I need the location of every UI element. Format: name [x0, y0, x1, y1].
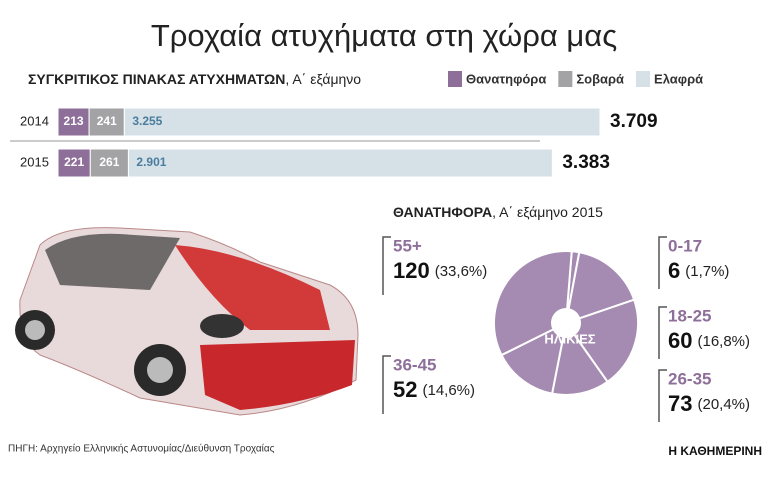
- percentage-label: (14,6%): [422, 382, 475, 399]
- callout-bracket: [382, 355, 391, 414]
- donut-title-main: ΘΑΝΑΤΗΦΟΡΑ: [393, 204, 492, 220]
- year-label: 2014: [20, 113, 49, 128]
- bar-segment: [88, 107, 125, 137]
- bar-segment: [57, 107, 90, 137]
- value-label: 60: [668, 328, 692, 353]
- value-line: 6 (1,7%): [668, 258, 729, 283]
- value-line: 73 (20,4%): [668, 391, 750, 416]
- callout-bracket: [658, 369, 667, 422]
- bar-title: ΣΥΓΚΡΙΤΙΚΟΣ ΠΙΝΑΚΑΣ ΑΤΥΧΗΜΑΤΩΝ, Α΄ εξάμη…: [28, 71, 361, 87]
- percentage-label: (33,6%): [435, 263, 488, 280]
- value-label: 52: [393, 377, 417, 402]
- bar-segment: [123, 107, 601, 137]
- value-line: 52 (14,6%): [393, 377, 475, 402]
- callout-bracket: [658, 306, 667, 359]
- main-title: Τροχαία ατυχήματα στη χώρα μας: [151, 18, 617, 53]
- value-line: 60 (16,8%): [668, 328, 750, 353]
- legend-swatch: [636, 71, 651, 87]
- donut-title: ΘΑΝΑΤΗΦΟΡΑ, Α΄ εξάμηνο 2015: [393, 204, 603, 220]
- age-label: 55+: [393, 236, 422, 255]
- legend-label: Ελαφρά: [654, 71, 703, 86]
- legend-swatch: [448, 71, 462, 87]
- segment-label: 2.901: [136, 155, 166, 169]
- segment-label: 221: [64, 155, 84, 169]
- legend-label: Θανατηφόρα: [466, 71, 546, 86]
- value-line: 120 (33,6%): [393, 258, 487, 283]
- age-label: 36-45: [393, 355, 436, 374]
- legend-label: Σοβαρά: [576, 71, 624, 86]
- donut-hole: [552, 309, 580, 337]
- bar-subtitle: , Α΄ εξάμηνο: [285, 71, 361, 87]
- segment-label: 3.255: [132, 114, 162, 128]
- percentage-label: (20,4%): [697, 396, 750, 413]
- percentage-label: (16,8%): [697, 333, 750, 350]
- bar-segment: [89, 148, 129, 178]
- donut-center-label: ΗΛΙΚΙΕΣ: [544, 331, 595, 346]
- total-label: 3.709: [610, 111, 658, 132]
- segment-label: 213: [64, 114, 84, 128]
- brand: Η ΚΑΘΗΜΕΡΙΝΗ: [668, 444, 762, 458]
- age-label: 26-35: [668, 369, 711, 388]
- callout-bracket: [382, 236, 391, 295]
- segment-label: 261: [99, 155, 119, 169]
- segment-label: 241: [97, 114, 117, 128]
- value-label: 6: [668, 258, 680, 283]
- bar-title-main: ΣΥΓΚΡΙΤΙΚΟΣ ΠΙΝΑΚΑΣ ΑΤΥΧΗΜΑΤΩΝ: [28, 71, 285, 87]
- donut-subtitle: , Α΄ εξάμηνο 2015: [492, 204, 603, 220]
- age-label: 0-17: [668, 236, 702, 255]
- year-label: 2015: [20, 154, 49, 169]
- value-label: 120: [393, 258, 430, 283]
- car-illustration: [15, 227, 359, 416]
- age-label: 18-25: [668, 306, 711, 325]
- legend-swatch: [558, 71, 573, 87]
- callout-bracket: [658, 236, 667, 289]
- total-label: 3.383: [562, 152, 610, 173]
- value-label: 73: [668, 391, 692, 416]
- bar-segment: [127, 148, 553, 178]
- percentage-label: (1,7%): [685, 263, 729, 280]
- source: ΠΗΓΗ: Αρχηγείο Ελληνικής Αστυνομίας/Διεύ…: [8, 443, 275, 455]
